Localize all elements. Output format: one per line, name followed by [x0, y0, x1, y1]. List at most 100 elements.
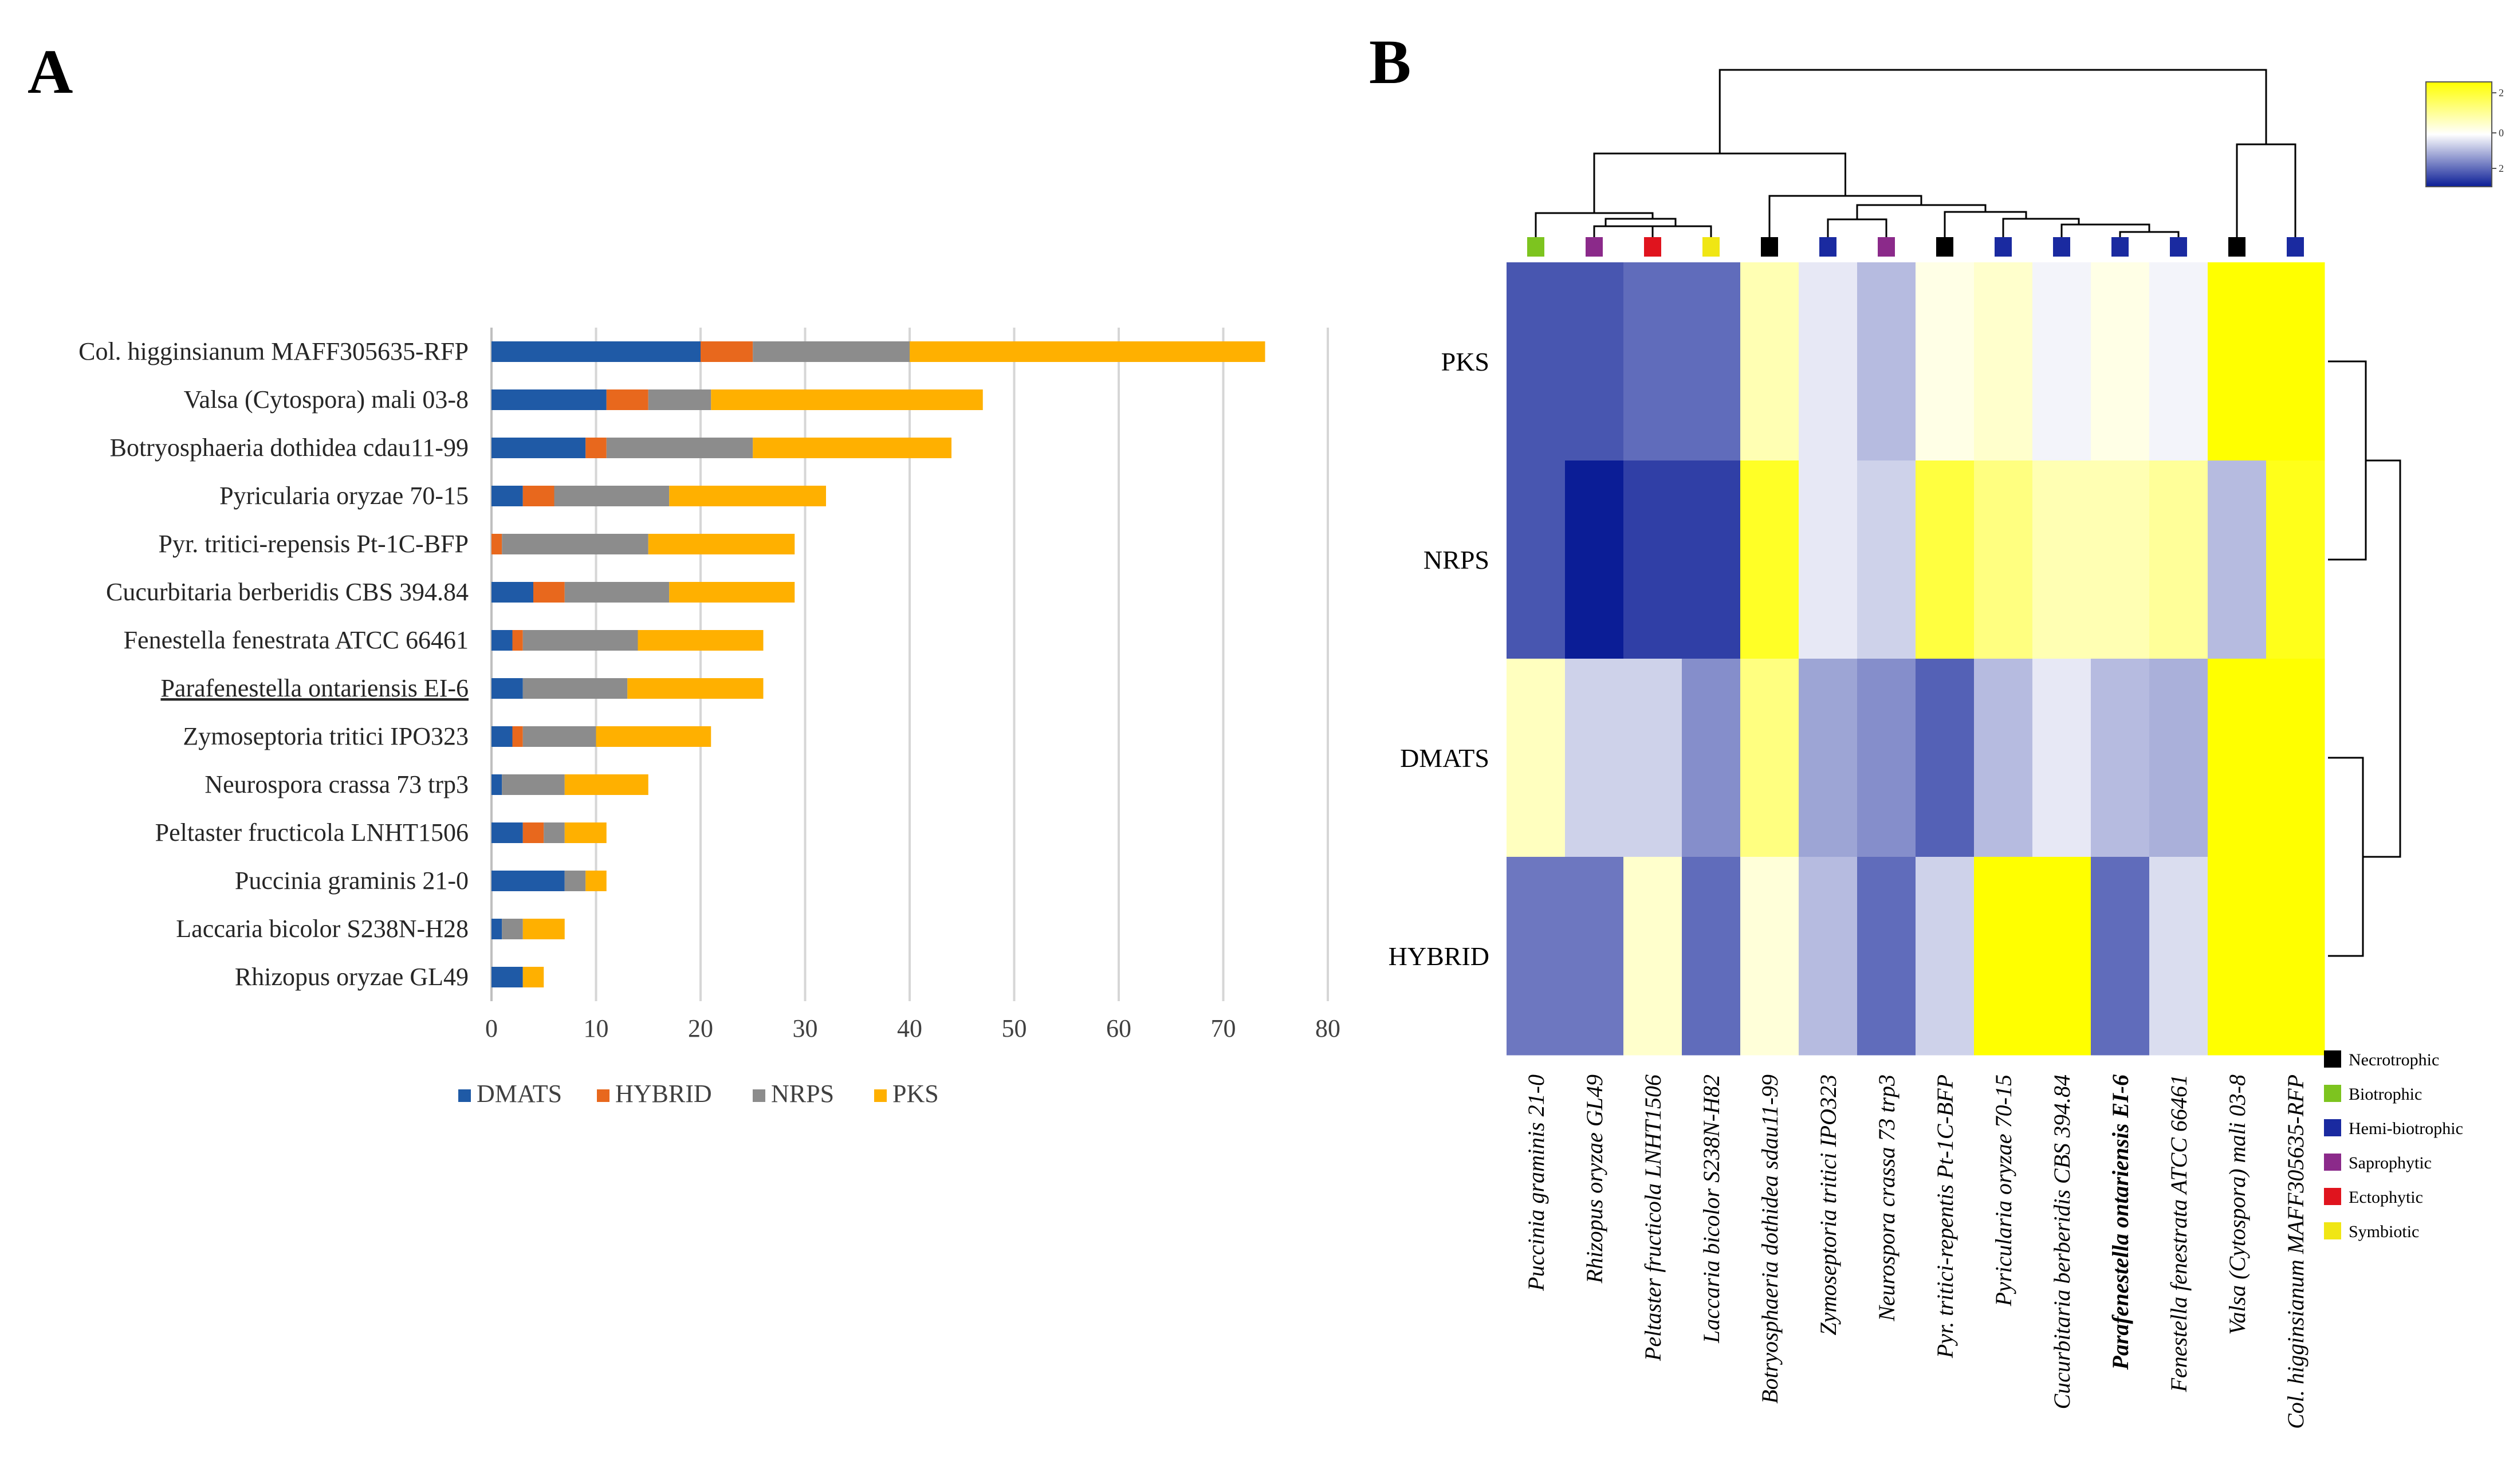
dendro-col-6 [2060, 223, 2150, 237]
bar-dmats-cucurbitaria-berberidis-cbs-394-84 [491, 582, 533, 603]
column-label-peltaster-fructicola-lnht1506: Peltaster fructicola LNHT1506 [1640, 1074, 1666, 1361]
colorbar [2425, 81, 2492, 187]
bar-hybrid-pyricularia-oryzae-70-15 [522, 486, 554, 506]
legend-label-saprophytic: Saprophytic [2349, 1154, 2432, 1172]
heatmap-cell-nrps-5 [1740, 460, 1799, 659]
x-tick-label-0: 0 [485, 1014, 498, 1042]
dendro-col-5 [2119, 231, 2180, 237]
legend-label-necrotrophic: Necrotrophic [2349, 1050, 2439, 1069]
category-label-parafenestella-ontariensis-ei-6: Parafenestella ontariensis EI-6 [160, 674, 469, 702]
heatmap-cell-pks-13 [2208, 262, 2267, 461]
heatmap-chart: PKS NRPS DMATS HYBRID Puccinia graminis 21-0… [1389, 69, 2504, 1429]
bar-pks-neurospora-crassa-73-trp3 [564, 774, 648, 795]
heatmap-cell-hybrid-3 [1623, 857, 1682, 1056]
bar-nrps-botryosphaeria-dothidea-cdau11-99 [606, 438, 753, 458]
bar-dmats-laccaria-bicolor-s238n-h28 [491, 919, 502, 939]
bar-hybrid-cucurbitaria-berberidis-cbs-394-84 [533, 582, 565, 603]
x-tick-label-80: 80 [1315, 1014, 1340, 1042]
legend-swatch-biotrophic [2324, 1085, 2341, 1102]
legend-swatch-ectophytic [2324, 1188, 2341, 1205]
heatmap-cell-hybrid-2 [1565, 857, 1624, 1056]
heatmap-cell-nrps-11 [2091, 460, 2150, 659]
lifestyle-marker-2 [1586, 237, 1603, 257]
bar-dmats-parafenestella-ontariensis-ei-6 [491, 678, 523, 699]
heatmap-cell-hybrid-6 [1799, 857, 1858, 1056]
lifestyle-marker-12 [2170, 237, 2187, 257]
column-label-botryosphaeria-dothidea-sdau11-99: Botryosphaeria dothidea sdau11-99 [1757, 1074, 1783, 1404]
heatmap-cell-dmats-14 [2266, 659, 2325, 857]
category-label-fenestella-fenestrata-atcc-66461: Fenestella fenestrata ATCC 66461 [124, 626, 469, 654]
legend-swatch-hemi-biotrophic [2324, 1119, 2341, 1136]
bar-nrps-peltaster-fructicola-lnht1506 [544, 822, 565, 843]
heatmap-cell-dmats-1 [1507, 659, 1566, 857]
column-label-laccaria-bicolor-s238n-h82: Laccaria bicolor S238N-H82 [1698, 1074, 1724, 1344]
panel-a-label: A [27, 37, 73, 107]
heatmap-cell-pks-7 [1857, 262, 1916, 461]
bar-pks-zymoseptoria-tritici-ipo323 [596, 726, 711, 747]
column-label-pyr-tritici-repentis-pt-1c-bfp: Pyr. tritici-repentis Pt-1C-BFP [1932, 1074, 1958, 1359]
bar-hybrid-col-higginsianum-maff305635-rfp [701, 341, 753, 362]
legend-swatch-dmats [458, 1089, 471, 1102]
heatmap-cell-pks-5 [1740, 262, 1799, 461]
column-label-cucurbitaria-berberidis-cbs-394-84: Cucurbitaria berberidis CBS 394.84 [2049, 1074, 2075, 1409]
heatmap-cell-nrps-10 [2032, 460, 2091, 659]
bar-pks-botryosphaeria-dothidea-cdau11-99 [753, 438, 951, 458]
bar-pks-col-higginsianum-maff305635-rfp [910, 341, 1265, 362]
bar-dmats-rhizopus-oryzae-gl49 [491, 967, 523, 987]
colorbar-tick-label-3: 2 [2499, 163, 2504, 174]
bar-dmats-puccinia-graminis-21-0 [491, 871, 565, 891]
bar-dmats-valsa-cytospora-mali-03-8 [491, 389, 607, 410]
heatmap-cell-hybrid-7 [1857, 857, 1916, 1056]
heatmap-cell-dmats-10 [2032, 659, 2091, 857]
legend-label-dmats: DMATS [477, 1080, 562, 1108]
bar-dmats-col-higginsianum-maff305635-rfp [491, 341, 701, 362]
bar-nrps-pyr-tritici-repensis-pt-1c-bfp [502, 534, 648, 554]
bar-pks-rhizopus-oryzae-gl49 [522, 967, 544, 987]
bar-hybrid-zymoseptoria-tritici-ipo323 [512, 726, 523, 747]
bar-pks-fenestella-fenestrata-atcc-66461 [638, 630, 764, 651]
bar-pks-valsa-cytospora-mali-03-8 [711, 389, 983, 410]
category-label-laccaria-bicolor-s238n-h28: Laccaria bicolor S238N-H28 [176, 915, 469, 943]
heatmap-cell-dmats-11 [2091, 659, 2150, 857]
heatmap-cell-nrps-14 [2266, 460, 2325, 659]
heatmap-cell-pks-3 [1623, 262, 1682, 461]
legend-swatch-hybrid [597, 1089, 609, 1102]
heatmap-cell-nrps-2 [1565, 460, 1624, 659]
dendro-row-3 [2363, 459, 2401, 858]
lifestyle-marker-11 [2111, 237, 2129, 257]
panel-b: B PKS NRPS DMATS HYBRID Puccinia graminis 21… [1352, 0, 2513, 1481]
heatmap-cell-dmats-5 [1740, 659, 1799, 857]
bar-pks-laccaria-bicolor-s238n-h28 [522, 919, 565, 939]
bar-pks-pyricularia-oryzae-70-15 [669, 486, 826, 506]
lifestyle-marker-8 [1936, 237, 1953, 257]
heatmap-cell-dmats-7 [1857, 659, 1916, 857]
panel-a: A 0 10 20 30 40 50 60 70 80 Col. higginsianum MAF… [27, 37, 1340, 1108]
heatmap-cell-pks-8 [1916, 262, 1975, 461]
legend-label-biotrophic: Biotrophic [2349, 1085, 2422, 1104]
heatmap-cell-nrps-4 [1682, 460, 1741, 659]
bar-dmats-botryosphaeria-dothidea-cdau11-99 [491, 438, 586, 458]
dendro-col-2 [1651, 225, 1712, 237]
x-tick-label-70: 70 [1211, 1014, 1236, 1042]
heatmap-cell-dmats-4 [1682, 659, 1741, 857]
row-label-pks: PKS [1441, 347, 1489, 376]
bar-pks-cucurbitaria-berberidis-cbs-394-84 [669, 582, 795, 603]
legend-swatch-saprophytic [2324, 1154, 2341, 1171]
heatmap-cell-dmats-2 [1565, 659, 1624, 857]
dendro-row-1 [2328, 360, 2367, 561]
bar-nrps-puccinia-graminis-21-0 [564, 871, 586, 891]
heatmap-cell-hybrid-11 [2091, 857, 2150, 1056]
x-tick-label-10: 10 [584, 1014, 609, 1042]
heatmap-cell-hybrid-13 [2208, 857, 2267, 1056]
column-label-col-higginsianum-maff305635-rfp: Col. higginsianum MAFF305635-RFP [2283, 1074, 2309, 1429]
category-label-peltaster-fructicola-lnht1506: Peltaster fructicola LNHT1506 [155, 818, 469, 847]
x-tick-label-30: 30 [793, 1014, 818, 1042]
heatmap-cell-dmats-12 [2149, 659, 2208, 857]
column-label-rhizopus-oryzae-gl49: Rhizopus oryzae GL49 [1582, 1074, 1607, 1284]
bar-dmats-neurospora-crassa-73-trp3 [491, 774, 502, 795]
heatmap-cell-hybrid-10 [2032, 857, 2091, 1056]
bar-nrps-fenestella-fenestrata-atcc-66461 [522, 630, 638, 651]
bar-nrps-cucurbitaria-berberidis-cbs-394-84 [564, 582, 670, 603]
heatmap-cell-nrps-6 [1799, 460, 1858, 659]
legend-swatch-pks [874, 1089, 887, 1102]
